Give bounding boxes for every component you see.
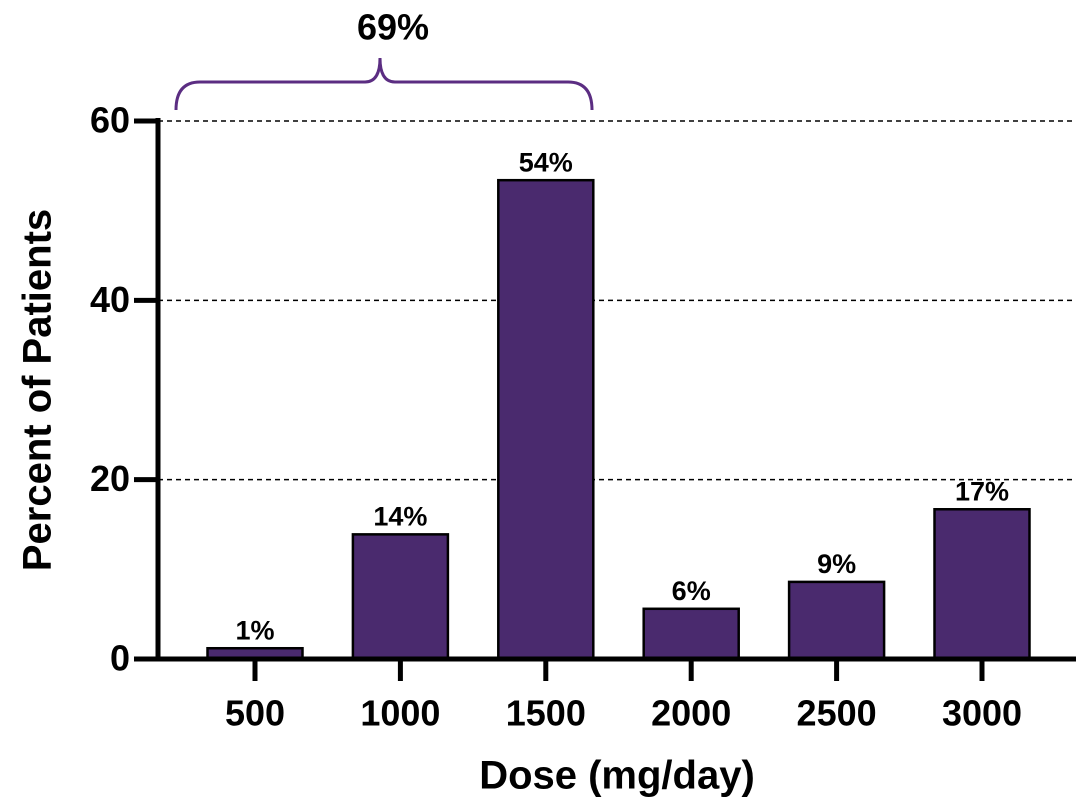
x-tick-label: 2500 [797, 693, 877, 734]
value-label: 9% [817, 549, 856, 579]
x-tick-label: 1500 [506, 693, 586, 734]
value-label: 6% [672, 576, 711, 606]
bar [642, 607, 740, 661]
x-tick-label: 3000 [942, 693, 1022, 734]
bar [497, 178, 595, 661]
bar [351, 533, 450, 661]
annotation: 69% [357, 7, 429, 48]
y-tick-label: 20 [90, 458, 130, 499]
bracket [174, 57, 594, 111]
value-label: 17% [955, 476, 1009, 506]
x-tick-label: 2000 [651, 693, 731, 734]
y-tick-label: 40 [90, 279, 130, 320]
bar [787, 580, 886, 661]
x-axis-title: Dose (mg/day) [479, 754, 755, 798]
bar [933, 508, 1031, 661]
x-tick-label: 500 [225, 693, 285, 734]
value-label: 1% [235, 615, 274, 645]
value-label: 54% [519, 147, 573, 177]
x-tick-label: 1000 [360, 693, 440, 734]
y-tick-label: 60 [90, 100, 130, 141]
value-label: 14% [373, 501, 427, 531]
y-axis-title: Percent of Patients [16, 209, 60, 571]
y-tick-label: 0 [110, 638, 130, 679]
